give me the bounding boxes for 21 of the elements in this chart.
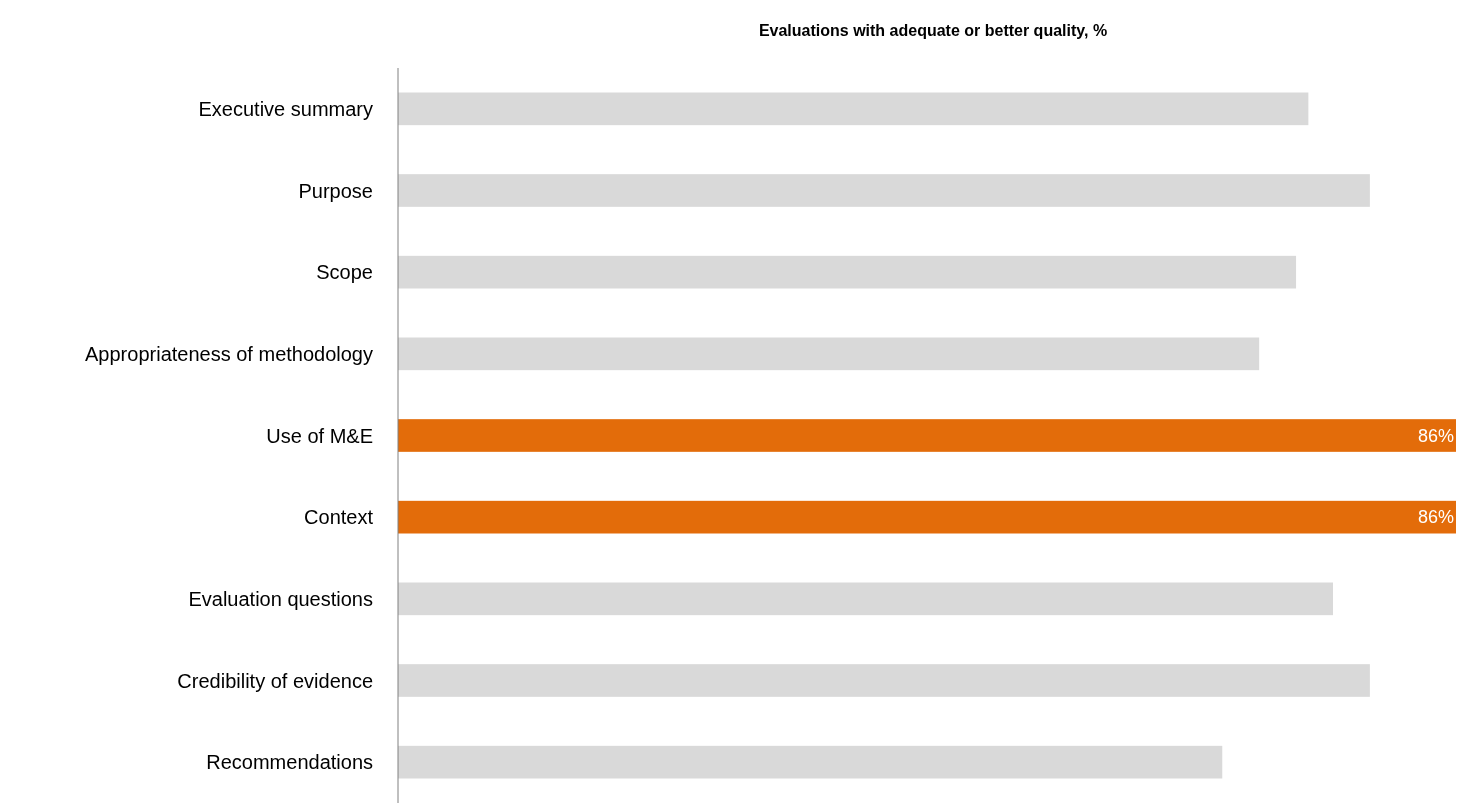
- bar: [398, 664, 1370, 697]
- data-label: 86%: [1417, 507, 1454, 528]
- y-tick-label: Use of M&E: [266, 424, 373, 447]
- y-tick-label: Purpose: [298, 179, 373, 202]
- bar: [398, 92, 1309, 126]
- y-tick-label: Context: [304, 506, 374, 529]
- bar: [398, 500, 1456, 534]
- bar: [398, 255, 1297, 289]
- bar: [398, 745, 1223, 779]
- y-tick-label: Evaluation questions: [188, 587, 373, 610]
- y-tick-label: Executive summary: [198, 97, 373, 120]
- y-tick-label: Appropriateness of methodology: [85, 342, 373, 365]
- bar: [398, 419, 1456, 452]
- bar: [398, 582, 1333, 616]
- bar: [398, 174, 1370, 207]
- y-tick-label: Scope: [316, 261, 373, 284]
- data-label: 86%: [1417, 425, 1454, 446]
- bar: [398, 337, 1260, 371]
- chart-title: Evaluations with adequate or better quality, %: [758, 22, 1108, 39]
- y-tick-label: Credibility of evidence: [177, 669, 373, 692]
- y-tick-label: Recommendations: [206, 751, 373, 774]
